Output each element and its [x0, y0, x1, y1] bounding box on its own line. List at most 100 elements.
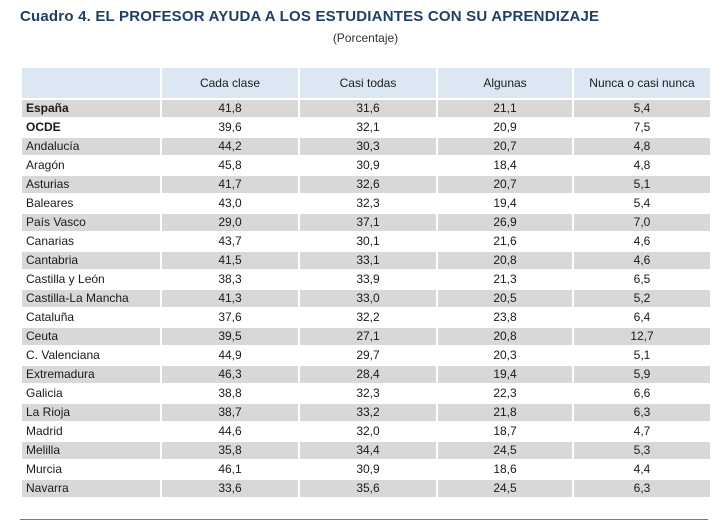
table-cell: 7,0: [574, 214, 710, 231]
header-cell-casi-todas: Casi todas: [300, 68, 436, 98]
table-cell: 5,1: [574, 176, 710, 193]
table-cell: 44,9: [162, 347, 298, 364]
table-row: Cantabria 41,5 33,1 20,8 4,6: [22, 252, 710, 269]
table-cell: 23,8: [438, 309, 572, 326]
table-cell: 6,5: [574, 271, 710, 288]
table-subtitle: (Porcentaje): [332, 31, 399, 45]
table-cell: 31,6: [300, 100, 436, 117]
table-cell: 24,5: [438, 480, 572, 497]
table-cell: 21,3: [438, 271, 572, 288]
table-row: Navarra 33,6 35,6 24,5 6,3: [22, 480, 710, 497]
table-cell: 5,2: [574, 290, 710, 307]
table-cell: 5,9: [574, 366, 710, 383]
table-body: España 41,8 31,6 21,1 5,4 OCDE 39,6 32,1 20,9 7,5…: [22, 100, 710, 497]
table-cell: 32,0: [300, 423, 436, 440]
table-cell: 6,6: [574, 385, 710, 402]
table-cell: 33,0: [300, 290, 436, 307]
table-row: Castilla-La Mancha 41,3 33,0 20,5 5,2: [22, 290, 710, 307]
row-label: C. Valenciana: [22, 347, 160, 364]
table-cell: 20,8: [438, 328, 572, 345]
table-row: País Vasco 29,0 37,1 26,9 7,0: [22, 214, 710, 231]
table-cell: 26,9: [438, 214, 572, 231]
table-cell: 39,5: [162, 328, 298, 345]
row-label: Extremadura: [22, 366, 160, 383]
bottom-rule: [20, 519, 708, 520]
table-cell: 21,8: [438, 404, 572, 421]
table-cell: 18,4: [438, 157, 572, 174]
table-cell: 27,1: [300, 328, 436, 345]
table-cell: 4,6: [574, 252, 710, 269]
table-cell: 32,6: [300, 176, 436, 193]
table-cell: 41,7: [162, 176, 298, 193]
table-cell: 18,6: [438, 461, 572, 478]
table-cell: 38,8: [162, 385, 298, 402]
table-cell: 6,4: [574, 309, 710, 326]
table-row: Murcia 46,1 30,9 18,6 4,4: [22, 461, 710, 478]
table-cell: 7,5: [574, 119, 710, 136]
table-row: Ceuta 39,5 27,1 20,8 12,7: [22, 328, 710, 345]
table-row: Melilla 35,8 34,4 24,5 5,3: [22, 442, 710, 459]
table-cell: 4,8: [574, 157, 710, 174]
table-cell: 6,3: [574, 404, 710, 421]
table-cell: 6,3: [574, 480, 710, 497]
row-label: Cantabria: [22, 252, 160, 269]
table-row: Asturias 41,7 32,6 20,7 5,1: [22, 176, 710, 193]
table-cell: 29,7: [300, 347, 436, 364]
table-cell: 21,6: [438, 233, 572, 250]
table-cell: 20,7: [438, 138, 572, 155]
table-cell: 41,8: [162, 100, 298, 117]
row-label: País Vasco: [22, 214, 160, 231]
row-label: OCDE: [22, 119, 160, 136]
table-cell: 44,6: [162, 423, 298, 440]
row-label: Aragón: [22, 157, 160, 174]
table-cell: 34,4: [300, 442, 436, 459]
table-cell: 5,4: [574, 195, 710, 212]
row-label: España: [22, 100, 160, 117]
row-label: La Rioja: [22, 404, 160, 421]
row-label: Navarra: [22, 480, 160, 497]
table-cell: 20,9: [438, 119, 572, 136]
table-row: España 41,8 31,6 21,1 5,4: [22, 100, 710, 117]
table-cell: 37,6: [162, 309, 298, 326]
table-cell: 35,8: [162, 442, 298, 459]
table-row: Baleares 43,0 32,3 19,4 5,4: [22, 195, 710, 212]
table-row: OCDE 39,6 32,1 20,9 7,5: [22, 119, 710, 136]
table-cell: 24,5: [438, 442, 572, 459]
header-cell-nunca: Nunca o casi nunca: [574, 68, 710, 98]
table-cell: 4,4: [574, 461, 710, 478]
table-cell: 30,9: [300, 157, 436, 174]
table-cell: 4,8: [574, 138, 710, 155]
table-row: Andalucía 44,2 30,3 20,7 4,8: [22, 138, 710, 155]
table-cell: 4,7: [574, 423, 710, 440]
header-cell-region: [22, 68, 160, 98]
row-label: Murcia: [22, 461, 160, 478]
table-cell: 20,3: [438, 347, 572, 364]
table-cell: 43,7: [162, 233, 298, 250]
table-row: Galicia 38,8 32,3 22,3 6,6: [22, 385, 710, 402]
header-cell-cada-clase: Cada clase: [162, 68, 298, 98]
table-row: Madrid 44,6 32,0 18,7 4,7: [22, 423, 710, 440]
table-cell: 46,1: [162, 461, 298, 478]
table-cell: 30,3: [300, 138, 436, 155]
table-row: Cataluña 37,6 32,2 23,8 6,4: [22, 309, 710, 326]
row-label: Canarias: [22, 233, 160, 250]
table-cell: 30,1: [300, 233, 436, 250]
table-cell: 30,9: [300, 461, 436, 478]
table-cell: 33,1: [300, 252, 436, 269]
table-cell: 33,6: [162, 480, 298, 497]
table-cell: 18,7: [438, 423, 572, 440]
table-row: Canarias 43,7 30,1 21,6 4,6: [22, 233, 710, 250]
table-row: Aragón 45,8 30,9 18,4 4,8: [22, 157, 710, 174]
table-cell: 5,3: [574, 442, 710, 459]
table-cell: 32,3: [300, 385, 436, 402]
table-cell: 29,0: [162, 214, 298, 231]
header-row: Cada clase Casi todas Algunas Nunca o ca…: [22, 68, 710, 98]
table-cell: 45,8: [162, 157, 298, 174]
table-row: Castilla y León 38,3 33,9 21,3 6,5: [22, 271, 710, 288]
header-cell-algunas: Algunas: [438, 68, 572, 98]
table-cell: 19,4: [438, 366, 572, 383]
row-label: Melilla: [22, 442, 160, 459]
row-label: Galicia: [22, 385, 160, 402]
table-cell: 39,6: [162, 119, 298, 136]
table-cell: 33,2: [300, 404, 436, 421]
